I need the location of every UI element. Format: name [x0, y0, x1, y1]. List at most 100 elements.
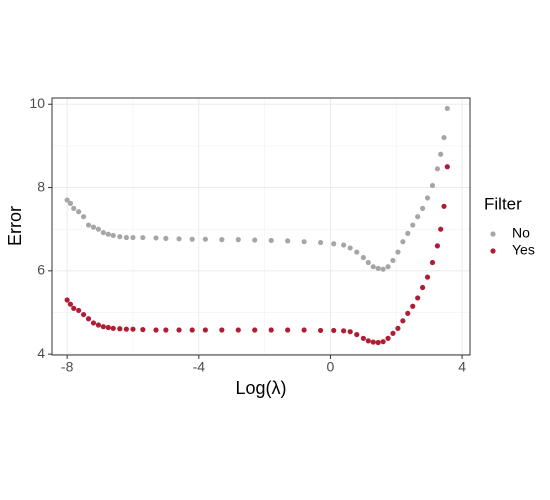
point [354, 331, 360, 338]
point [395, 249, 401, 255]
point [67, 200, 74, 206]
point [420, 284, 426, 291]
point [140, 326, 146, 333]
point [80, 214, 87, 220]
point [424, 274, 431, 280]
point [235, 237, 241, 243]
point [100, 229, 106, 236]
x-tick-label: 4 [458, 359, 466, 375]
point [410, 222, 416, 228]
point [252, 237, 258, 243]
point [390, 330, 396, 336]
point [110, 325, 116, 331]
point [117, 234, 123, 240]
point [390, 257, 396, 264]
point [410, 303, 416, 309]
point [219, 237, 225, 243]
point [268, 327, 274, 333]
legend-title: Filter [484, 194, 522, 213]
point [365, 338, 371, 344]
point [375, 265, 381, 271]
point [123, 326, 129, 332]
point [90, 320, 97, 326]
point [341, 328, 347, 334]
point [444, 164, 450, 170]
point [163, 327, 169, 333]
point [360, 335, 366, 341]
point [375, 339, 381, 346]
legend-key [490, 231, 496, 237]
point [429, 259, 436, 266]
point [80, 311, 87, 318]
point [123, 234, 129, 241]
point [341, 242, 347, 248]
y-axis-title: Error [5, 206, 25, 246]
point [95, 322, 102, 328]
point [434, 166, 441, 172]
point [85, 222, 92, 228]
point [285, 327, 291, 333]
x-axis-title: Log(λ) [235, 378, 286, 398]
points [64, 105, 450, 346]
point [347, 245, 353, 251]
point [202, 327, 208, 333]
point [424, 195, 431, 201]
point [405, 230, 411, 236]
point [189, 327, 195, 333]
y-tick-label: 8 [37, 178, 45, 194]
point [380, 339, 386, 345]
point [385, 264, 391, 270]
point [400, 239, 406, 245]
point [64, 197, 70, 203]
point [202, 236, 208, 242]
point [331, 241, 337, 247]
point [441, 203, 447, 209]
point [64, 297, 70, 303]
point [189, 236, 195, 242]
point [415, 214, 421, 220]
point [347, 329, 353, 335]
y-tick-label: 10 [29, 95, 45, 111]
point [415, 295, 421, 301]
point [370, 339, 376, 345]
point [100, 324, 106, 330]
panel [52, 98, 470, 355]
point [360, 254, 366, 261]
point [434, 243, 441, 249]
point [438, 151, 444, 157]
point [444, 105, 450, 112]
y-tick-label: 4 [37, 345, 45, 361]
point [268, 237, 274, 244]
point [71, 205, 77, 211]
panel-border [51, 97, 471, 356]
point [90, 224, 97, 230]
point [235, 327, 241, 333]
point [67, 301, 74, 307]
point [285, 238, 291, 244]
point [441, 134, 447, 141]
point [176, 236, 182, 242]
point [176, 327, 182, 333]
point [380, 266, 386, 272]
point [354, 249, 360, 255]
point [317, 327, 324, 334]
point [105, 324, 111, 331]
x-tick-label: -8 [61, 359, 74, 375]
point [153, 235, 159, 241]
point [219, 327, 225, 333]
point [76, 307, 82, 314]
point [331, 327, 337, 334]
point [140, 234, 146, 241]
point [429, 182, 436, 189]
point [163, 235, 169, 241]
point [130, 326, 136, 332]
point [153, 327, 159, 333]
y-tick-label: 6 [37, 262, 45, 278]
x-tick-label: -4 [193, 359, 206, 375]
point [117, 326, 123, 332]
point [95, 226, 102, 232]
point [395, 325, 401, 331]
point [301, 327, 307, 333]
